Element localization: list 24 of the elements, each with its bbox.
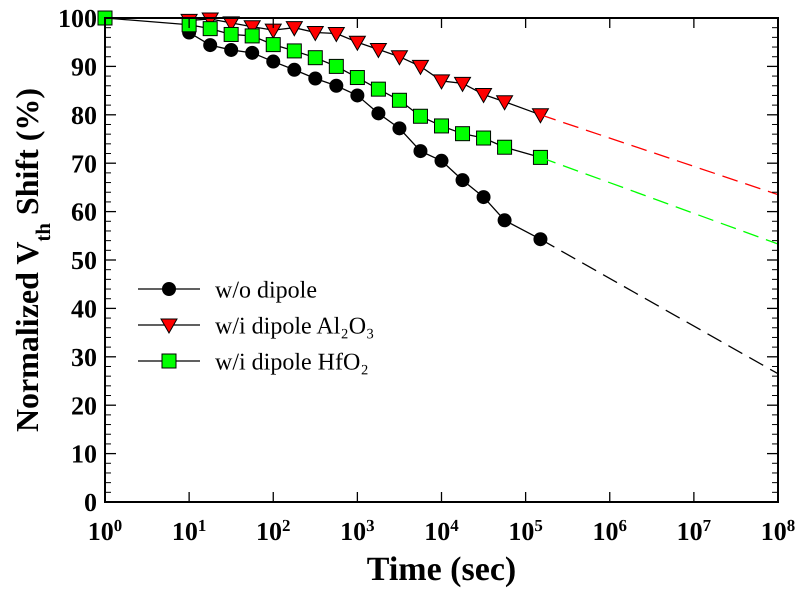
y-tick-label: 70 bbox=[71, 149, 97, 178]
x-tick-label: 10$^{0}$ bbox=[88, 516, 122, 546]
x-tick-label: 10$^{1}$ bbox=[172, 516, 206, 546]
x-tick-label: 10$^{5}$ bbox=[508, 516, 543, 546]
legend-label: w/i dipole HfO₂ bbox=[215, 349, 369, 376]
y-tick-label: 80 bbox=[71, 100, 97, 130]
y-tick-label: 0 bbox=[84, 488, 97, 518]
y-tick-label: 100 bbox=[58, 4, 97, 34]
y-tick-label: 10 bbox=[71, 440, 97, 469]
x-tick-label: 10$^{8}$ bbox=[760, 516, 796, 546]
x-tick-label: 10$^{3}$ bbox=[340, 516, 375, 546]
x-tick-label: 10$^{2}$ bbox=[256, 516, 290, 546]
y-tick-label: 20 bbox=[71, 391, 97, 420]
y-tick-label: 50 bbox=[71, 246, 97, 276]
x-axis-title: Time (sec) bbox=[366, 551, 516, 588]
legend-label: w/i dipole Al₂O₃ bbox=[215, 313, 374, 340]
y-tick-label: 30 bbox=[71, 342, 97, 372]
x-tick-label: 10$^{6}$ bbox=[592, 516, 627, 546]
legend-label: w/o dipole bbox=[215, 277, 317, 304]
y-tick-label: 90 bbox=[71, 52, 97, 82]
x-tick-label: 10$^{4}$ bbox=[424, 516, 460, 546]
x-tick-label: 10$^{7}$ bbox=[676, 516, 712, 546]
y-tick-label: 40 bbox=[71, 294, 97, 324]
y-tick-label: 60 bbox=[71, 198, 97, 227]
